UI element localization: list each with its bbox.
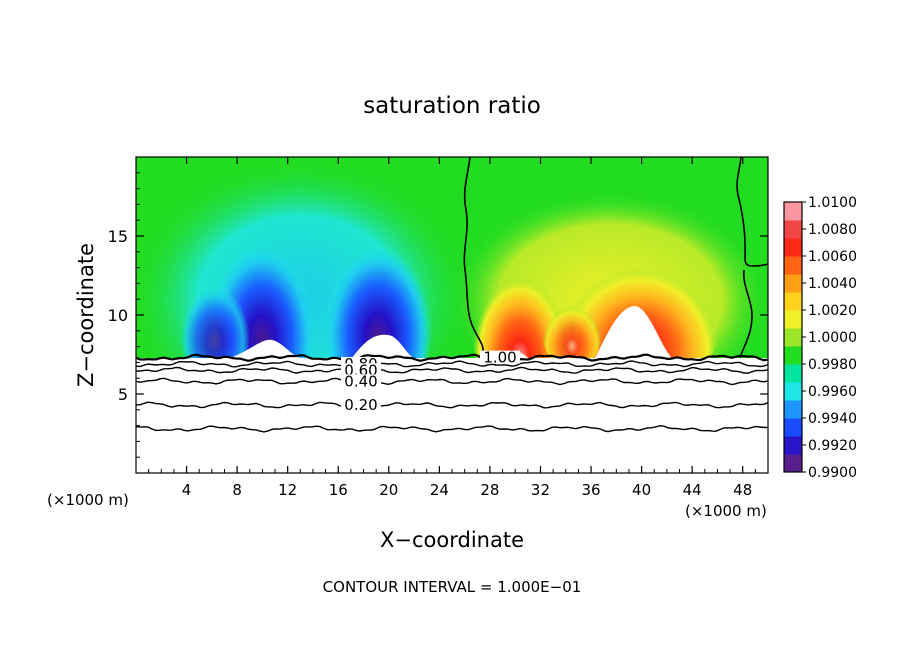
colorbar-swatch — [784, 256, 802, 275]
contour-label: 0.20 — [344, 396, 377, 414]
x-tick-label: 16 — [329, 481, 348, 499]
contour-label-bg — [340, 363, 381, 377]
colorbar-swatch — [784, 400, 802, 419]
x-tick-label: 4 — [182, 481, 192, 499]
x-tick-label: 32 — [531, 481, 550, 499]
contour-lines — [135, 353, 769, 433]
contour-label-bg — [480, 350, 521, 364]
cloud-free-bumps — [230, 305, 672, 358]
colorbar-swatch — [784, 364, 802, 383]
colorbar-label: 0.9960 — [808, 384, 857, 400]
colorbar-swatch — [784, 328, 802, 347]
colorbar-swatch — [784, 418, 802, 437]
x-tick-label: 8 — [232, 481, 242, 499]
saturation-boundary-left — [463, 156, 484, 357]
x-tick-label: 40 — [632, 481, 651, 499]
colorbar-label: 0.9980 — [808, 357, 857, 373]
colorbar-label: 0.9920 — [808, 438, 857, 454]
colorbar-swatch — [784, 382, 802, 401]
colorbar-swatch — [784, 292, 802, 311]
x-tick-label: 12 — [278, 481, 297, 499]
contour-line — [136, 401, 769, 409]
y-tick-label: 10 — [108, 306, 128, 325]
contour-label-bg — [340, 374, 381, 388]
y-tick-label: 15 — [108, 227, 128, 246]
colorbar: 1.0100 1.0080 1.0060 1.0040 1.0020 1.0000 0.99… — [783, 195, 857, 481]
contour-label-bg — [340, 398, 381, 412]
saturation-field — [136, 157, 768, 358]
y-tick-label: 5 — [118, 385, 128, 404]
colorbar-swatch — [784, 274, 802, 293]
dry-core-middle — [323, 228, 433, 358]
x-unit-left: (×1000 m) — [47, 491, 129, 509]
x-tick-label: 20 — [379, 481, 398, 499]
colorbar-label: 0.9900 — [808, 465, 857, 481]
colorbar-label: 1.0060 — [808, 249, 857, 265]
x-tick-label: 48 — [733, 481, 752, 499]
contour-label: 0.40 — [344, 372, 377, 390]
colorbar-swatch — [784, 310, 802, 329]
contour-line — [135, 424, 769, 433]
colorbar-label: 1.0000 — [808, 330, 857, 346]
colorbar-label: 1.0100 — [808, 195, 857, 211]
colorbar-swatch — [784, 436, 802, 455]
dry-core-small — [180, 275, 250, 358]
x-axis-label: X−coordinate — [380, 528, 524, 552]
x-axis: 4 8 12 16 20 24 28 32 36 40 44 48 — [148, 157, 756, 499]
x-unit-right: (×1000 m) — [685, 502, 767, 520]
contour-line — [135, 377, 769, 386]
x-tick-label: 44 — [683, 481, 702, 499]
chart-title: saturation ratio — [363, 93, 541, 119]
y-axis-label: Z−coordinate — [74, 243, 98, 387]
saturation-boundary-right — [736, 156, 769, 359]
colorbar-label: 1.0020 — [808, 303, 857, 319]
supersat-core-small — [542, 290, 602, 358]
contour-line — [135, 366, 769, 374]
x-tick-label: 28 — [480, 481, 499, 499]
contour-label: 1.00 — [483, 349, 516, 367]
colorbar-swatch — [784, 454, 802, 473]
x-tick-label: 24 — [430, 481, 449, 499]
x-tick-label: 36 — [581, 481, 600, 499]
contour-interval-note: CONTOUR INTERVAL = 1.000E−01 — [323, 578, 582, 596]
colorbar-swatch — [784, 346, 802, 365]
colorbar-label: 1.0040 — [808, 276, 857, 292]
plot-area: 1.000.800.600.400.20 — [135, 156, 769, 474]
colorbar-swatch — [784, 220, 802, 239]
colorbar-label: 1.0080 — [808, 222, 857, 238]
contour-line — [135, 353, 769, 362]
contour-labels: 1.000.800.600.400.20 — [340, 349, 521, 414]
colorbar-label: 0.9940 — [808, 411, 857, 427]
colorbar-swatch — [784, 238, 802, 257]
contour-line — [135, 360, 769, 368]
colorbar-swatch — [784, 202, 802, 221]
y-axis: 5 10 15 — [108, 172, 768, 458]
